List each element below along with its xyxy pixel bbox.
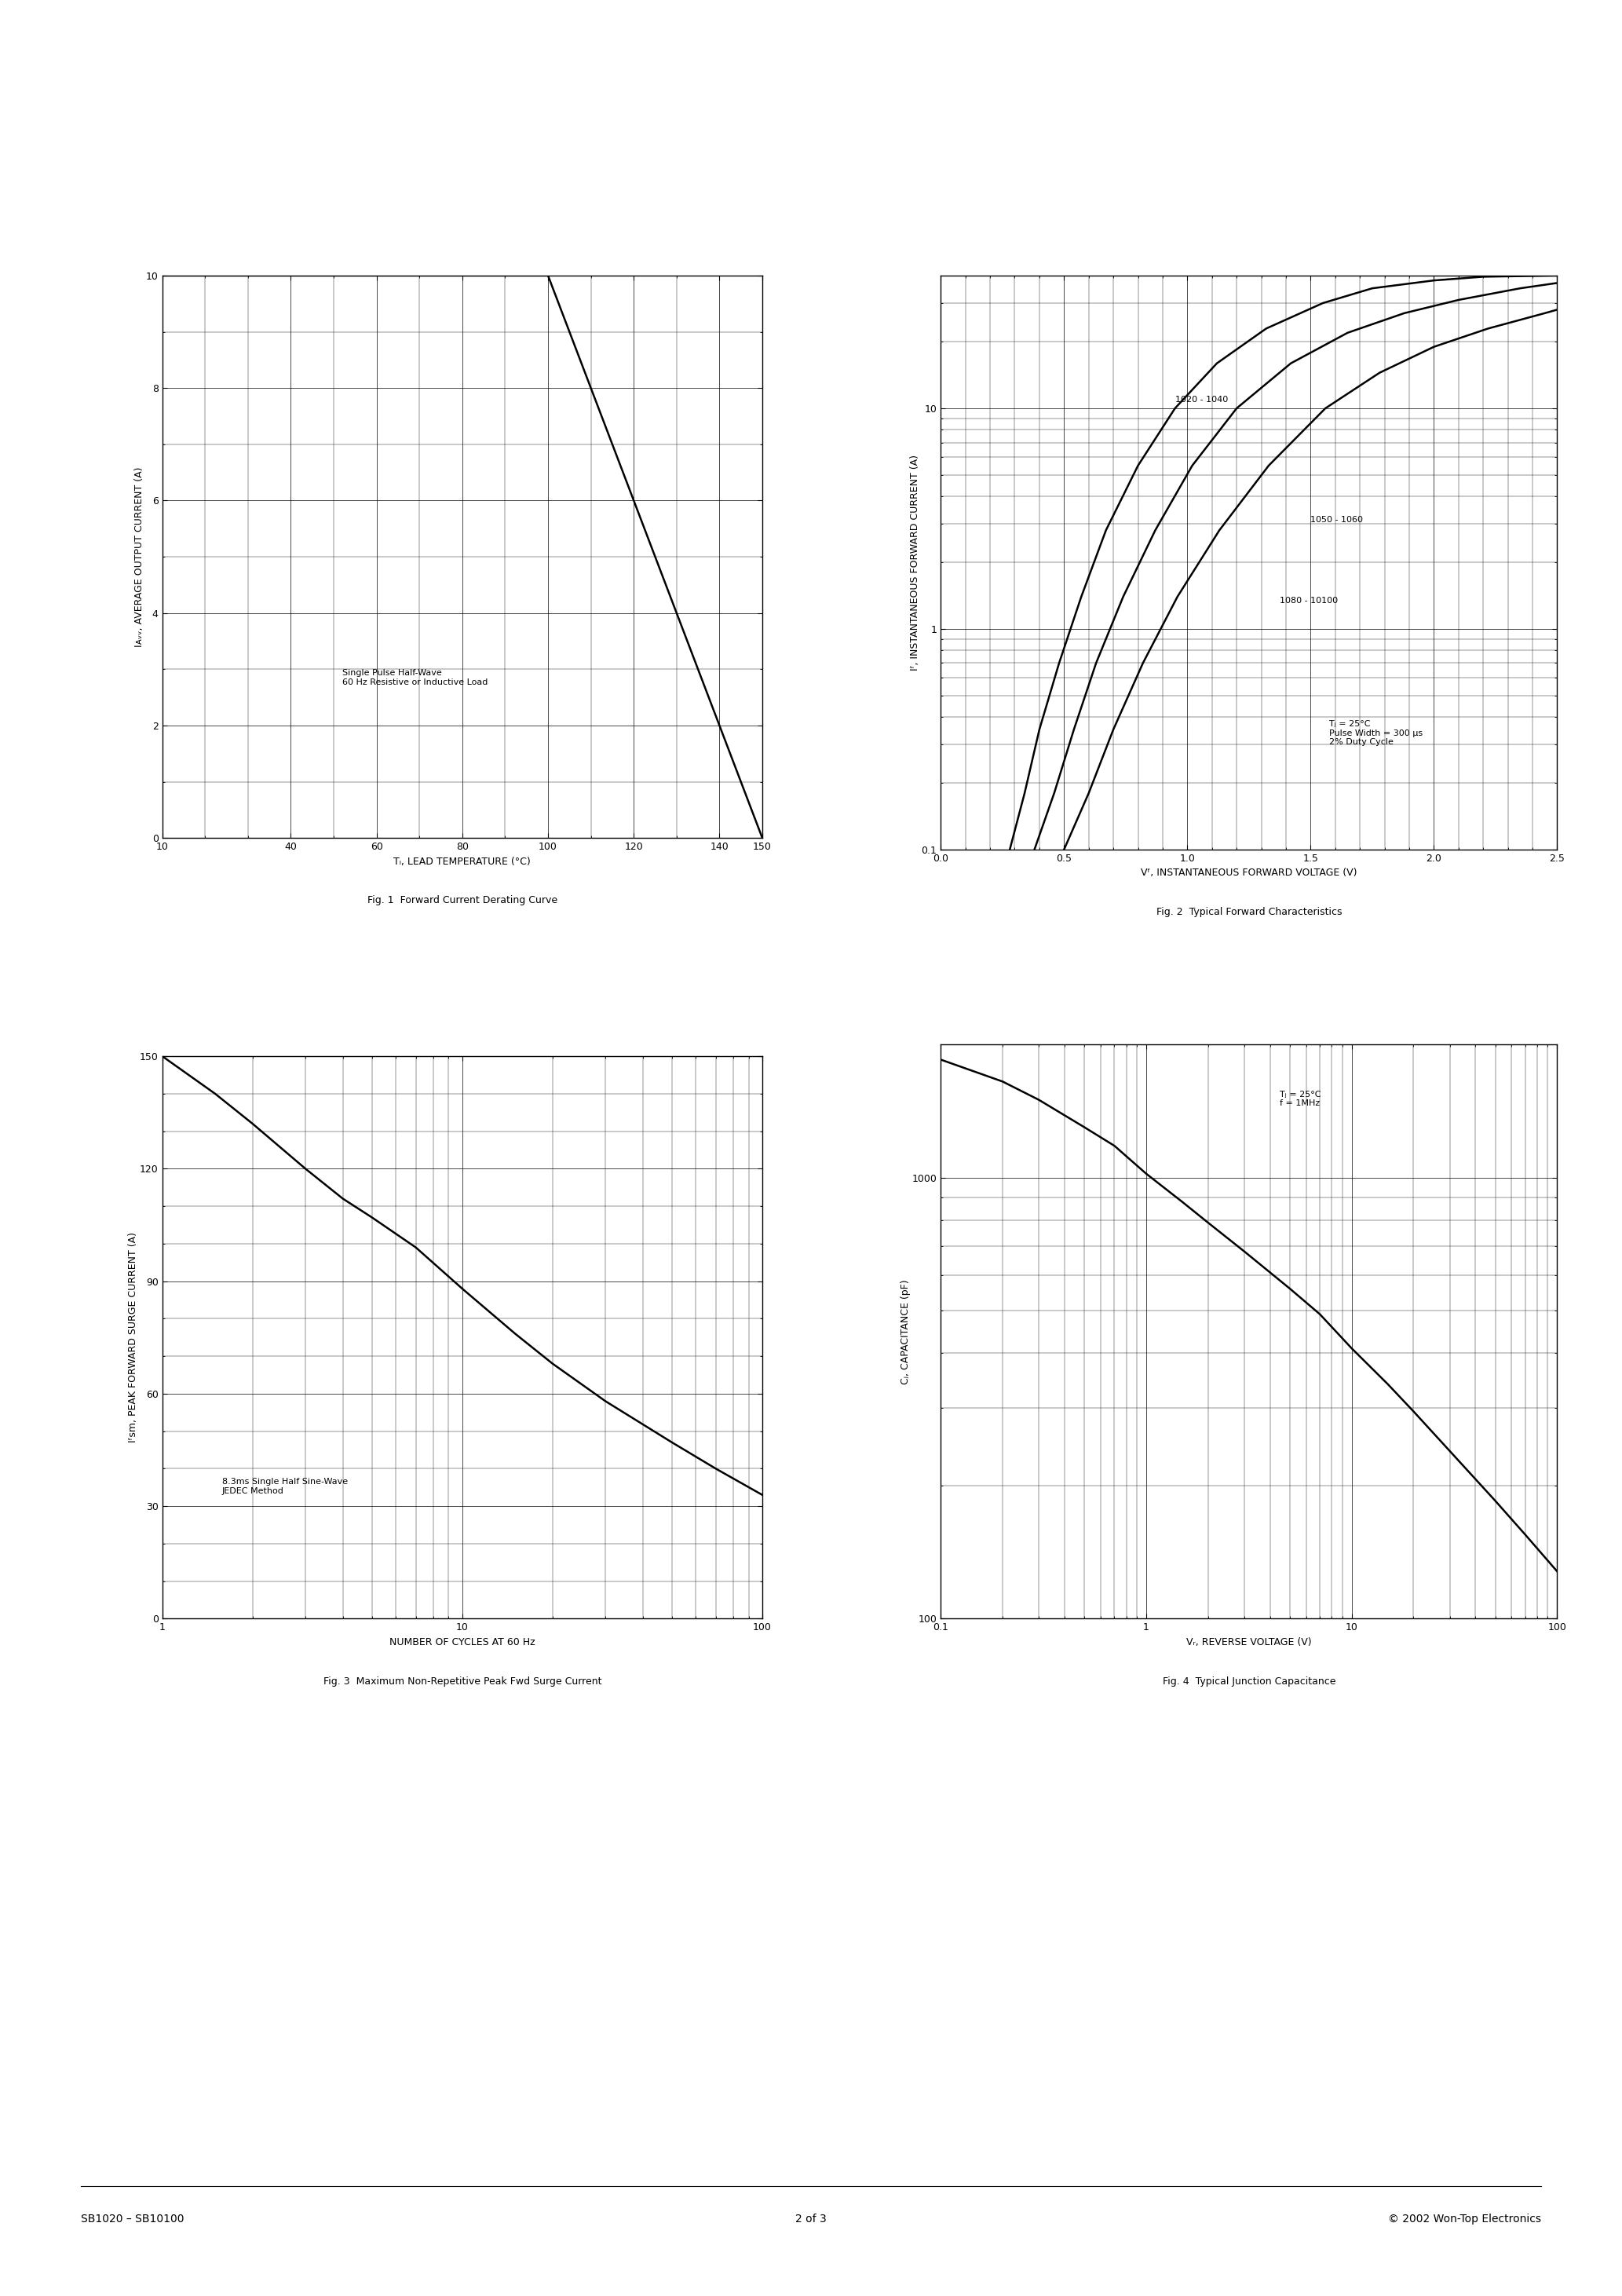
Text: SB1020 – SB10100: SB1020 – SB10100 xyxy=(81,2213,185,2225)
Text: Single Pulse Half-Wave
60 Hz Resistive or Inductive Load: Single Pulse Half-Wave 60 Hz Resistive o… xyxy=(342,670,488,687)
Text: Fig. 4  Typical Junction Capacitance: Fig. 4 Typical Junction Capacitance xyxy=(1163,1676,1335,1685)
Y-axis label: Cⱼ, CAPACITANCE (pF): Cⱼ, CAPACITANCE (pF) xyxy=(900,1279,912,1384)
Text: 8.3ms Single Half Sine-Wave
JEDEC Method: 8.3ms Single Half Sine-Wave JEDEC Method xyxy=(222,1479,349,1495)
Text: 1080 - 10100: 1080 - 10100 xyxy=(1280,597,1338,604)
Y-axis label: Iᴀᵥᵥ, AVERAGE OUTPUT CURRENT (A): Iᴀᵥᵥ, AVERAGE OUTPUT CURRENT (A) xyxy=(135,466,144,647)
Text: Fig. 2  Typical Forward Characteristics: Fig. 2 Typical Forward Characteristics xyxy=(1156,907,1341,916)
X-axis label: Vᶠ, INSTANTANEOUS FORWARD VOLTAGE (V): Vᶠ, INSTANTANEOUS FORWARD VOLTAGE (V) xyxy=(1140,868,1358,877)
X-axis label: NUMBER OF CYCLES AT 60 Hz: NUMBER OF CYCLES AT 60 Hz xyxy=(389,1637,535,1646)
X-axis label: Vᵣ, REVERSE VOLTAGE (V): Vᵣ, REVERSE VOLTAGE (V) xyxy=(1186,1637,1312,1646)
X-axis label: Tₗ, LEAD TEMPERATURE (°C): Tₗ, LEAD TEMPERATURE (°C) xyxy=(394,856,530,866)
Y-axis label: Iᶠsm, PEAK FORWARD SURGE CURRENT (A): Iᶠsm, PEAK FORWARD SURGE CURRENT (A) xyxy=(128,1233,138,1442)
Text: 1020 - 1040: 1020 - 1040 xyxy=(1174,395,1228,404)
Y-axis label: Iᶠ, INSTANTANEOUS FORWARD CURRENT (A): Iᶠ, INSTANTANEOUS FORWARD CURRENT (A) xyxy=(910,455,920,670)
Text: 2 of 3: 2 of 3 xyxy=(795,2213,827,2225)
Text: © 2002 Won-Top Electronics: © 2002 Won-Top Electronics xyxy=(1388,2213,1541,2225)
Text: Tⱼ = 25°C
Pulse Width = 300 μs
2% Duty Cycle: Tⱼ = 25°C Pulse Width = 300 μs 2% Duty C… xyxy=(1328,721,1422,746)
Text: Fig. 3  Maximum Non-Repetitive Peak Fwd Surge Current: Fig. 3 Maximum Non-Repetitive Peak Fwd S… xyxy=(323,1676,602,1685)
Text: Tⱼ = 25°C
f = 1MHz: Tⱼ = 25°C f = 1MHz xyxy=(1280,1091,1320,1107)
Text: 1050 - 1060: 1050 - 1060 xyxy=(1311,517,1362,523)
Text: Fig. 1  Forward Current Derating Curve: Fig. 1 Forward Current Derating Curve xyxy=(367,895,558,905)
